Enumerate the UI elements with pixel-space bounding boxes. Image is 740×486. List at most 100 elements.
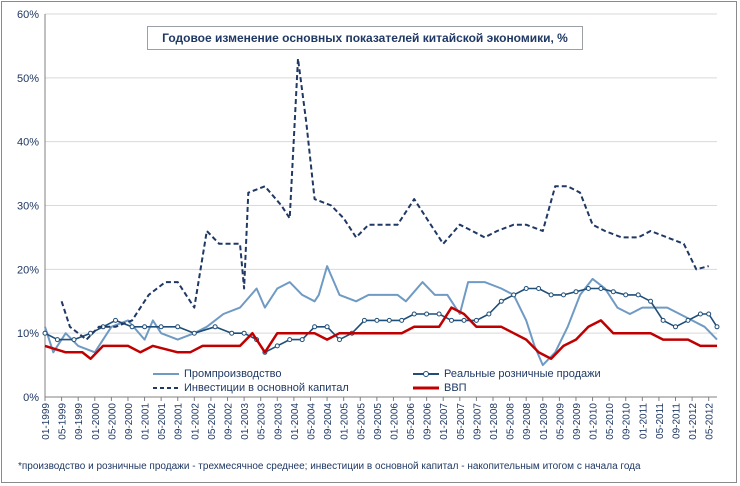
retail-point <box>714 324 720 330</box>
x-tick-label: 05-2012 <box>705 403 716 440</box>
legend-label-retail: Реальные розничные продажи <box>444 368 601 380</box>
retail-point <box>399 317 405 323</box>
retail-point <box>523 286 529 291</box>
retail-point <box>374 317 380 323</box>
legend-label-gdp: ВВП <box>444 382 467 394</box>
x-tick-label: 05-2007 <box>456 403 467 440</box>
retail-point <box>361 317 367 323</box>
retail-point <box>42 330 48 336</box>
y-tick-label: 50% <box>17 73 39 85</box>
x-tick-label: 01-2003 <box>240 403 251 440</box>
x-tick-label: 01-2011 <box>638 403 649 439</box>
x-tick-label: 05-1999 <box>58 403 69 440</box>
x-tick-label: 01-2010 <box>589 403 600 440</box>
retail-point <box>610 289 616 295</box>
retail-point <box>685 317 691 323</box>
legend-dashed-line-icon <box>153 387 179 389</box>
retail-point <box>241 330 247 336</box>
x-tick-label: 01-2004 <box>290 403 301 440</box>
retail-point <box>673 324 678 330</box>
retail-point <box>312 324 318 330</box>
x-tick-label: 01-2012 <box>688 403 699 440</box>
series-investment-line <box>60 57 709 341</box>
x-tick-label: 05-2005 <box>356 403 367 440</box>
retail-point <box>337 337 342 343</box>
y-tick-label: 10% <box>17 328 39 340</box>
x-tick-label: 05-2010 <box>605 403 616 440</box>
retail-point <box>142 324 148 330</box>
x-tick-label: 05-2000 <box>107 403 118 440</box>
chart-title: Годовое изменение основных показателей к… <box>147 26 583 50</box>
x-tick-label: 05-2011 <box>655 403 666 439</box>
retail-point <box>536 286 542 291</box>
retail-point <box>511 292 517 298</box>
x-tick-label: 09-2008 <box>522 403 533 440</box>
x-tick-label: 05-2008 <box>506 403 517 440</box>
legend-thick-line-icon <box>413 386 439 390</box>
legend-item-industrial: Промпроизводство <box>153 368 281 380</box>
series-retail-line <box>44 287 718 354</box>
x-tick-label: 09-2001 <box>174 403 185 440</box>
retail-point <box>175 324 181 330</box>
retail-point <box>54 337 60 343</box>
x-tick-label: 05-2004 <box>306 403 317 440</box>
legend-line-icon <box>153 373 179 375</box>
retail-point <box>623 292 629 298</box>
retail-point <box>212 324 218 330</box>
retail-point <box>473 317 479 323</box>
x-tick-label: 01-2006 <box>389 403 400 440</box>
x-tick-label: 09-2002 <box>224 403 235 440</box>
retail-point <box>548 292 554 298</box>
retail-point <box>660 317 666 323</box>
series-industrial-line <box>44 265 718 367</box>
x-tick-label: 09-2003 <box>273 403 284 440</box>
x-tick-label: 05-2001 <box>157 403 168 440</box>
retail-point <box>411 311 417 317</box>
retail-point <box>648 298 654 304</box>
x-tick-label: 09-2011 <box>672 403 683 439</box>
x-tick-label: 01-2009 <box>539 403 550 440</box>
retail-point <box>486 311 492 317</box>
x-tick-label: 01-2002 <box>190 403 201 440</box>
retail-point <box>635 292 641 298</box>
x-tick-label: 01-2001 <box>141 403 152 440</box>
retail-point <box>386 317 392 323</box>
retail-point <box>324 324 330 330</box>
x-tick-label: 01-2007 <box>439 403 450 440</box>
chart-footnote: *производство и розничные продажи - трех… <box>18 461 641 472</box>
retail-point <box>585 286 591 291</box>
x-tick-label: 09-2005 <box>373 403 384 440</box>
legend-item-retail: Реальные розничные продажи <box>413 368 601 380</box>
retail-point <box>113 317 118 323</box>
legend-label-investment: Инвестиции в основной капитал <box>184 382 349 394</box>
x-tick-label: 09-2004 <box>323 403 334 440</box>
retail-point <box>287 337 293 343</box>
retail-point <box>706 311 712 317</box>
x-tick-label: 05-2003 <box>257 403 268 440</box>
retail-point <box>573 289 579 295</box>
y-tick-label: 40% <box>17 137 39 149</box>
retail-point <box>299 337 305 343</box>
retail-point <box>158 324 164 330</box>
x-tick-label: 09-1999 <box>74 403 85 440</box>
retail-point <box>129 324 135 330</box>
x-tick-label: 09-2007 <box>472 403 483 440</box>
retail-point <box>71 337 77 343</box>
x-tick-label: 09-2000 <box>124 403 135 440</box>
retail-point <box>274 343 280 349</box>
x-tick-label: 05-2006 <box>406 403 417 440</box>
legend-item-gdp: ВВП <box>413 382 467 394</box>
y-tick-label: 20% <box>17 264 39 276</box>
retail-point <box>229 330 235 336</box>
x-tick-label: 05-2002 <box>207 403 218 440</box>
x-tick-label: 09-2006 <box>423 403 434 440</box>
x-tick-label: 01-2008 <box>489 403 500 440</box>
y-tick-label: 60% <box>17 9 39 21</box>
y-tick-label: 30% <box>17 201 39 213</box>
x-tick-label: 01-2000 <box>91 403 102 440</box>
legend-label-industrial: Промпроизводство <box>184 368 282 380</box>
x-tick-label: 01-2005 <box>340 403 351 440</box>
series-gdp-line <box>44 306 717 360</box>
